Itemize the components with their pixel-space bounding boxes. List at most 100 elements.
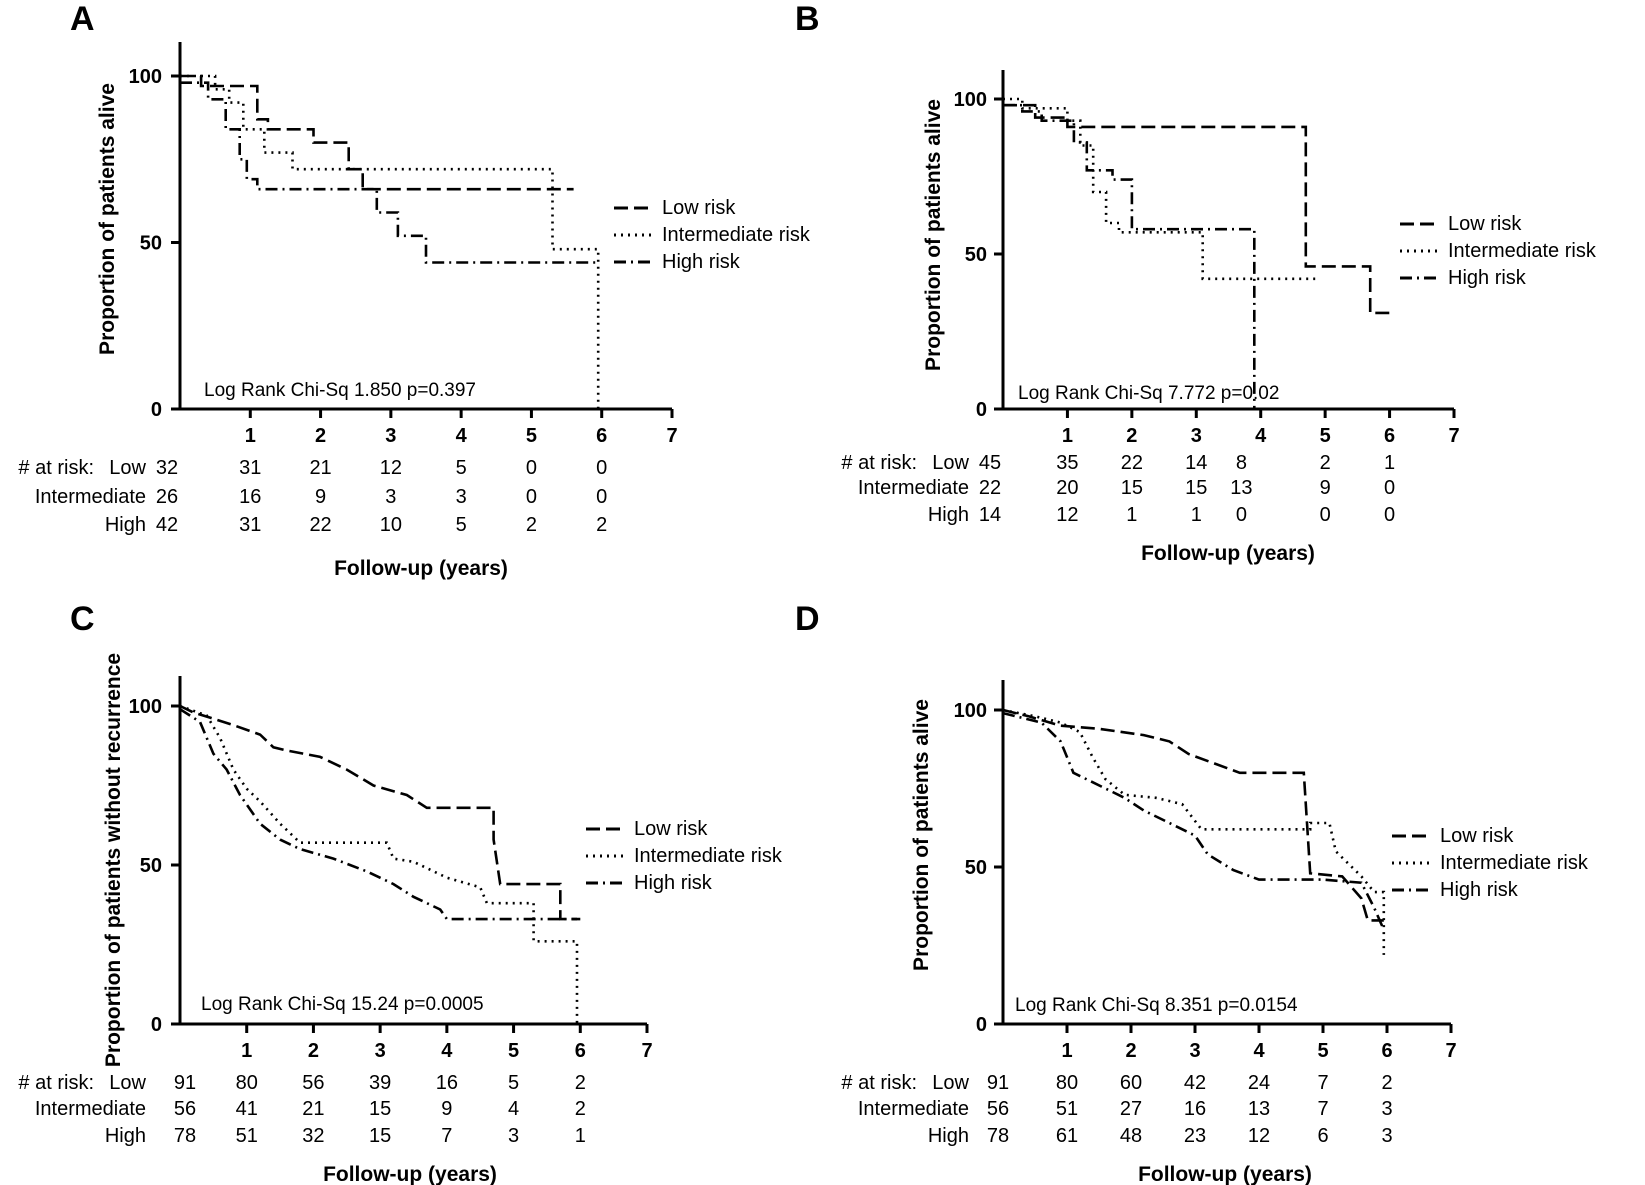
x-axis-label: Follow-up (years): [1138, 1163, 1312, 1185]
risk-header: # at risk:: [841, 452, 917, 474]
risk-count: 1: [575, 1125, 586, 1147]
risk-count: 0: [1384, 504, 1395, 526]
risk-count: 24: [1248, 1072, 1270, 1094]
risk-row-label: High: [105, 514, 146, 536]
risk-row-label: Intermediate: [35, 1098, 146, 1120]
risk-table: Low # at risk: 91 80 60 42 24 7 2 Intermediate 56 5…: [841, 1072, 1392, 1147]
risk-row-label: Low: [932, 1072, 969, 1094]
risk-count: 21: [302, 1098, 324, 1120]
y-tick-label: 100: [954, 700, 987, 722]
y-axis-label: Proportion of patients without recurrenc…: [102, 653, 125, 1067]
risk-count: 16: [436, 1072, 458, 1094]
log-rank-annotation: Log Rank Chi-Sq 1.850 p=0.397: [204, 380, 476, 401]
risk-count: 0: [526, 457, 537, 479]
risk-count: 5: [456, 514, 467, 536]
risk-count: 3: [385, 486, 396, 508]
axes-group: 1 2 3 4 5 6 7 0 50 100: [129, 676, 653, 1062]
axes-group: 1 2 3 4 5 6 7 0 50 100: [129, 42, 678, 447]
legend-label: Intermediate risk: [634, 845, 783, 867]
risk-count: 10: [380, 514, 402, 536]
risk-count: 15: [1185, 477, 1207, 499]
risk-count: 80: [1056, 1072, 1078, 1094]
curves-group: [1002, 708, 1386, 955]
risk-count: 14: [979, 504, 1001, 526]
x-tick-label: 4: [441, 1040, 453, 1062]
risk-count: 23: [1184, 1125, 1206, 1147]
y-tick-label: 100: [129, 66, 162, 88]
x-axis-label: Follow-up (years): [323, 1163, 497, 1185]
x-tick-label: 2: [308, 1040, 319, 1062]
legend-label: Intermediate risk: [1448, 240, 1597, 262]
y-tick-label: 100: [954, 89, 987, 111]
risk-count: 32: [302, 1125, 324, 1147]
x-tick-label: 7: [666, 425, 677, 447]
risk-count: 7: [441, 1125, 452, 1147]
y-tick-label: 50: [140, 855, 162, 877]
risk-count: 2: [1320, 452, 1331, 474]
axes-group: 1 2 3 4 5 6 7 0 50 100: [954, 70, 1460, 447]
risk-row-label: Intermediate: [35, 486, 146, 508]
risk-count: 91: [174, 1072, 196, 1094]
risk-count: 2: [575, 1098, 586, 1120]
y-tick-label: 0: [976, 1014, 987, 1036]
panel-label: D: [795, 600, 820, 638]
legend: Low risk Intermediate risk High risk: [1392, 825, 1589, 901]
risk-count: 2: [596, 514, 607, 536]
risk-row-label: High: [928, 1125, 969, 1147]
panel-label: A: [70, 0, 95, 38]
x-tick-label: 4: [1255, 425, 1267, 447]
x-tick-label: 7: [641, 1040, 652, 1062]
x-tick-label: 1: [245, 425, 256, 447]
risk-count: 3: [1381, 1125, 1392, 1147]
risk-count: 56: [302, 1072, 324, 1094]
risk-count: 78: [987, 1125, 1009, 1147]
panel-label: C: [70, 600, 95, 638]
risk-count: 16: [239, 486, 261, 508]
risk-count: 56: [174, 1098, 196, 1120]
risk-count: 31: [239, 457, 261, 479]
risk-count: 45: [979, 452, 1001, 474]
legend: Low risk Intermediate risk High risk: [586, 818, 783, 894]
risk-count: 0: [1320, 504, 1331, 526]
km-curve-dashdot: [1002, 711, 1385, 931]
x-tick-label: 1: [241, 1040, 252, 1062]
y-tick-label: 0: [151, 1014, 162, 1036]
y-axis-label: Proportion of patients alive: [910, 699, 933, 971]
risk-count: 3: [456, 486, 467, 508]
risk-count: 42: [1184, 1072, 1206, 1094]
x-tick-label: 5: [1320, 425, 1331, 447]
risk-count: 6: [1317, 1125, 1328, 1147]
x-tick-label: 3: [1189, 1040, 1200, 1062]
km-curve-dashdot: [1003, 103, 1256, 409]
legend: Low risk Intermediate risk High risk: [1400, 213, 1597, 289]
risk-count: 5: [508, 1072, 519, 1094]
curves-group: [1003, 97, 1390, 409]
x-axis-label: Follow-up (years): [1141, 542, 1315, 565]
risk-row-label: High: [928, 504, 969, 526]
risk-count: 91: [987, 1072, 1009, 1094]
log-rank-annotation: Log Rank Chi-Sq 8.351 p=0.0154: [1015, 995, 1298, 1016]
legend: Low risk Intermediate risk High risk: [614, 197, 811, 273]
legend-label: Low risk: [634, 818, 708, 840]
risk-count: 15: [369, 1125, 391, 1147]
risk-count: 80: [236, 1072, 258, 1094]
risk-count: 31: [239, 514, 261, 536]
risk-count: 35: [1056, 452, 1078, 474]
x-tick-label: 3: [375, 1040, 386, 1062]
x-tick-label: 6: [575, 1040, 586, 1062]
x-tick-label: 4: [1253, 1040, 1265, 1062]
risk-count: 0: [526, 486, 537, 508]
risk-count: 26: [156, 486, 178, 508]
risk-count: 61: [1056, 1125, 1078, 1147]
risk-count: 27: [1120, 1098, 1142, 1120]
legend-label: High risk: [662, 251, 741, 273]
risk-count: 8: [1236, 452, 1247, 474]
x-tick-label: 6: [1381, 1040, 1392, 1062]
risk-count: 32: [156, 457, 178, 479]
x-tick-label: 3: [1191, 425, 1202, 447]
y-axis-label: Proportion of patients alive: [96, 83, 119, 355]
x-tick-label: 7: [1445, 1040, 1456, 1062]
risk-count: 20: [1056, 477, 1078, 499]
